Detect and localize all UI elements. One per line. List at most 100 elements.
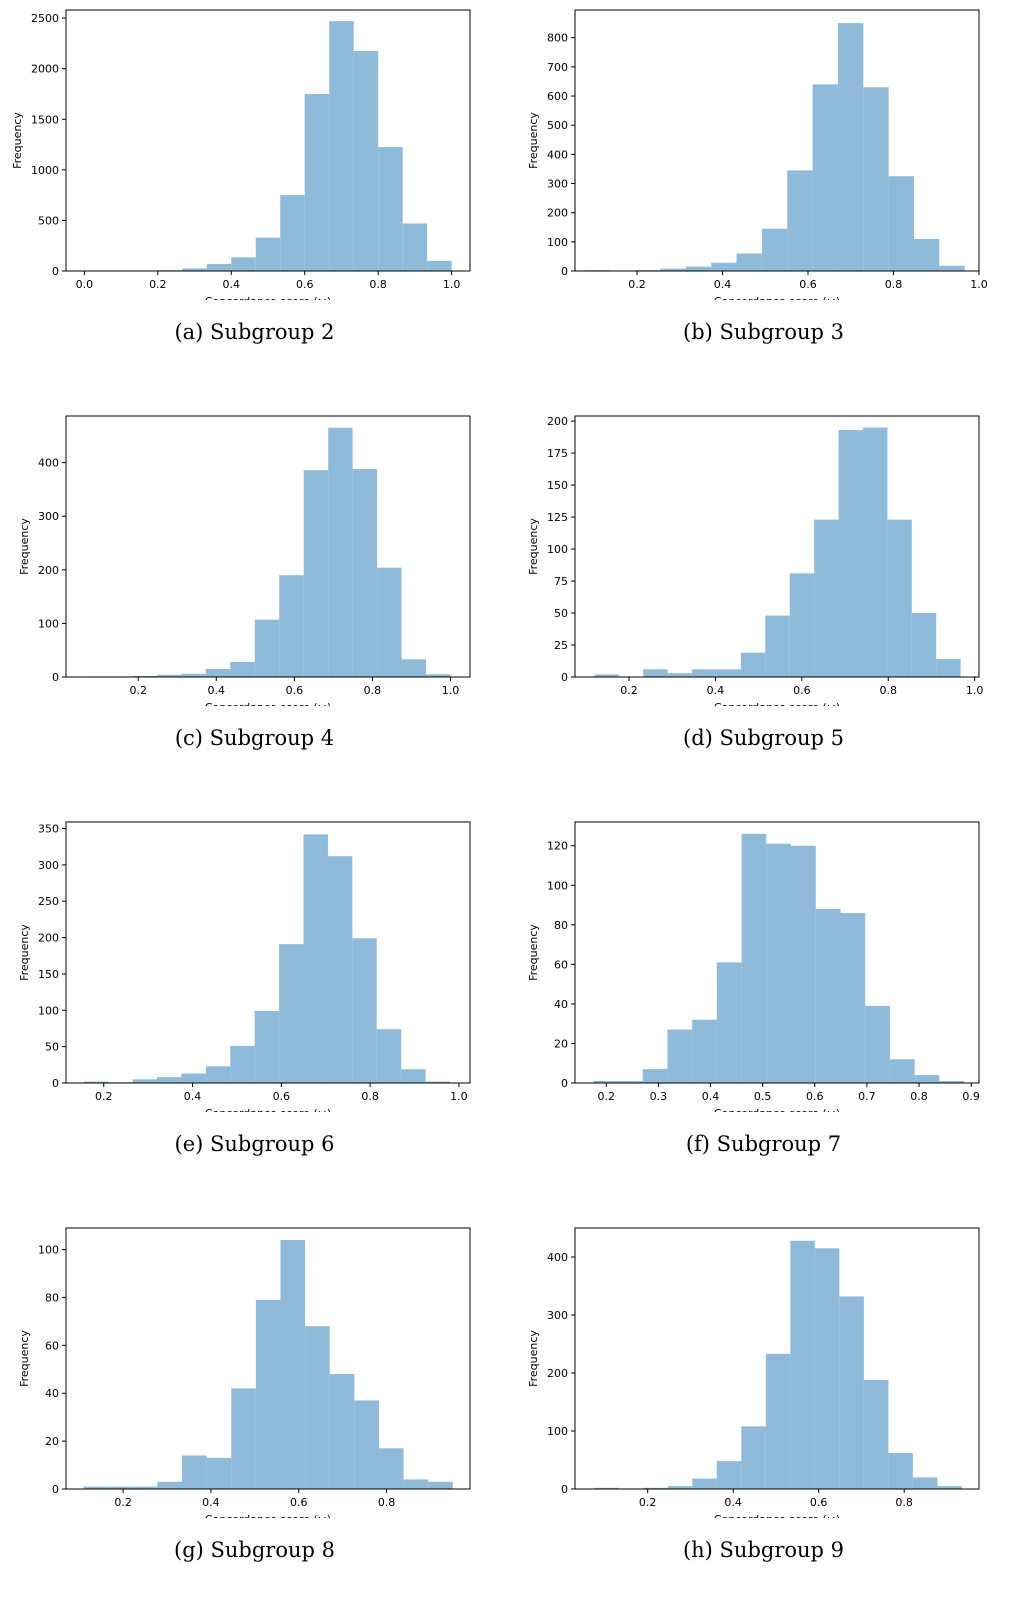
y-tick-label: 400 xyxy=(38,457,59,470)
x-tick-label: 0.8 xyxy=(885,278,903,291)
histogram-bar xyxy=(206,669,230,677)
histogram-bar xyxy=(255,620,279,677)
caption-subgroup-2: (a) Subgroup 2 xyxy=(0,320,509,344)
histogram-bar xyxy=(643,669,667,677)
y-tick-label: 300 xyxy=(38,859,59,872)
caption-subgroup-5: (d) Subgroup 5 xyxy=(509,726,1018,750)
x-tick-label: 0.4 xyxy=(702,1090,720,1103)
y-tick-label: 75 xyxy=(554,575,568,588)
y-tick-label: 60 xyxy=(554,958,568,971)
x-tick-label: 0.7 xyxy=(858,1090,876,1103)
histogram-bar xyxy=(890,1059,915,1083)
x-tick-label: 0.4 xyxy=(208,684,226,697)
histogram-bar xyxy=(914,239,939,271)
panel-subgroup-9: 0.20.40.60.80100200300400Concordance sco… xyxy=(509,1218,1018,1616)
histogram-bar xyxy=(936,659,960,677)
histogram-bar xyxy=(352,938,376,1083)
y-tick-label: 50 xyxy=(45,1041,59,1054)
histogram-bar xyxy=(305,1326,330,1489)
panel-subgroup-6: 0.20.40.60.81.0050100150200250300350Conc… xyxy=(0,812,509,1210)
x-tick-label: 0.8 xyxy=(880,684,898,697)
x-tick-label: 0.4 xyxy=(714,278,732,291)
histogram-bar xyxy=(815,1248,840,1489)
histogram-bar xyxy=(256,1300,281,1489)
histogram-bar xyxy=(787,170,812,271)
histogram-bar xyxy=(328,856,352,1083)
x-tick-label: 0.6 xyxy=(806,1090,824,1103)
y-tick-label: 700 xyxy=(547,61,568,74)
y-axis-label: Frequency xyxy=(18,924,31,981)
y-tick-label: 1000 xyxy=(31,164,59,177)
x-tick-label: 0.2 xyxy=(639,1496,657,1509)
x-tick-label: 0.5 xyxy=(754,1090,772,1103)
histogram-bar xyxy=(401,1069,425,1083)
y-tick-label: 150 xyxy=(547,479,568,492)
panel-subgroup-4: 0.20.40.60.81.00100200300400Concordance … xyxy=(0,406,509,804)
x-tick-label: 0.4 xyxy=(707,684,725,697)
caption-subgroup-4: (c) Subgroup 4 xyxy=(0,726,509,750)
y-tick-label: 0 xyxy=(561,1483,568,1496)
histogram-bar xyxy=(737,254,762,272)
y-axis-label: Frequency xyxy=(527,924,540,981)
y-tick-label: 40 xyxy=(45,1387,59,1400)
y-tick-label: 60 xyxy=(45,1339,59,1352)
histogram-bar xyxy=(157,1077,181,1083)
x-tick-label: 0.6 xyxy=(290,1496,308,1509)
histogram-subgroup-2: 0.00.20.40.60.81.005001000150020002500Co… xyxy=(0,0,509,300)
x-axis-label: Concordance score (ω) xyxy=(714,1513,840,1518)
caption-subgroup-7: (f) Subgroup 7 xyxy=(509,1132,1018,1156)
histogram-bar xyxy=(865,1006,890,1083)
histogram-bar xyxy=(915,1075,940,1083)
histogram-bar xyxy=(230,1046,254,1083)
panel-subgroup-8: 0.20.40.60.8020406080100Concordance scor… xyxy=(0,1218,509,1616)
y-tick-label: 0 xyxy=(561,1077,568,1090)
y-tick-label: 300 xyxy=(547,178,568,191)
histogram-bar xyxy=(354,51,379,271)
y-tick-label: 150 xyxy=(38,968,59,981)
histogram-bar xyxy=(816,909,841,1083)
x-tick-label: 1.0 xyxy=(450,1090,468,1103)
histogram-bar xyxy=(403,223,427,271)
y-tick-label: 500 xyxy=(38,214,59,227)
histogram-bar xyxy=(913,1477,938,1489)
histogram-bar xyxy=(402,659,426,677)
histogram-bar xyxy=(813,84,838,271)
histogram-bar xyxy=(231,1388,256,1489)
y-axis-label: Frequency xyxy=(527,1330,540,1387)
histogram-bar xyxy=(305,94,330,271)
y-tick-label: 20 xyxy=(554,1037,568,1050)
x-axis-label: Concordance score (ω) xyxy=(205,1107,331,1112)
x-tick-label: 0.2 xyxy=(598,1090,616,1103)
x-axis-label: Concordance score (ω) xyxy=(205,295,331,300)
x-tick-label: 0.4 xyxy=(184,1090,202,1103)
histogram-bar xyxy=(692,1479,717,1489)
histogram-bar xyxy=(304,834,328,1083)
histogram-bar xyxy=(711,263,736,271)
x-tick-label: 0.2 xyxy=(149,278,167,291)
histogram-bar xyxy=(686,267,711,271)
x-tick-label: 0.6 xyxy=(286,684,304,697)
y-tick-label: 100 xyxy=(38,1004,59,1017)
histogram-subgroup-5: 0.20.40.60.81.00255075100125150175200Con… xyxy=(509,406,1018,706)
histogram-bar xyxy=(864,1380,889,1489)
y-tick-label: 2500 xyxy=(31,12,59,25)
y-tick-label: 50 xyxy=(554,607,568,620)
y-tick-label: 100 xyxy=(547,236,568,249)
histogram-bar xyxy=(182,1455,207,1489)
histogram-bar xyxy=(839,1296,864,1489)
y-tick-label: 250 xyxy=(38,895,59,908)
caption-subgroup-6: (e) Subgroup 6 xyxy=(0,1132,509,1156)
histogram-bar xyxy=(888,1453,913,1489)
x-axis-label: Concordance score (ω) xyxy=(714,1107,840,1112)
histogram-bar xyxy=(692,1020,717,1083)
y-tick-label: 40 xyxy=(554,998,568,1011)
x-tick-label: 0.2 xyxy=(95,1090,113,1103)
histogram-bar xyxy=(427,261,452,271)
x-tick-label: 0.3 xyxy=(650,1090,668,1103)
caption-subgroup-3: (b) Subgroup 3 xyxy=(509,320,1018,344)
histogram-bar xyxy=(838,23,863,271)
histogram-bar xyxy=(668,673,692,677)
histogram-bar xyxy=(206,1066,230,1083)
histogram-subgroup-4: 0.20.40.60.81.00100200300400Concordance … xyxy=(0,406,509,706)
y-tick-label: 120 xyxy=(547,840,568,853)
